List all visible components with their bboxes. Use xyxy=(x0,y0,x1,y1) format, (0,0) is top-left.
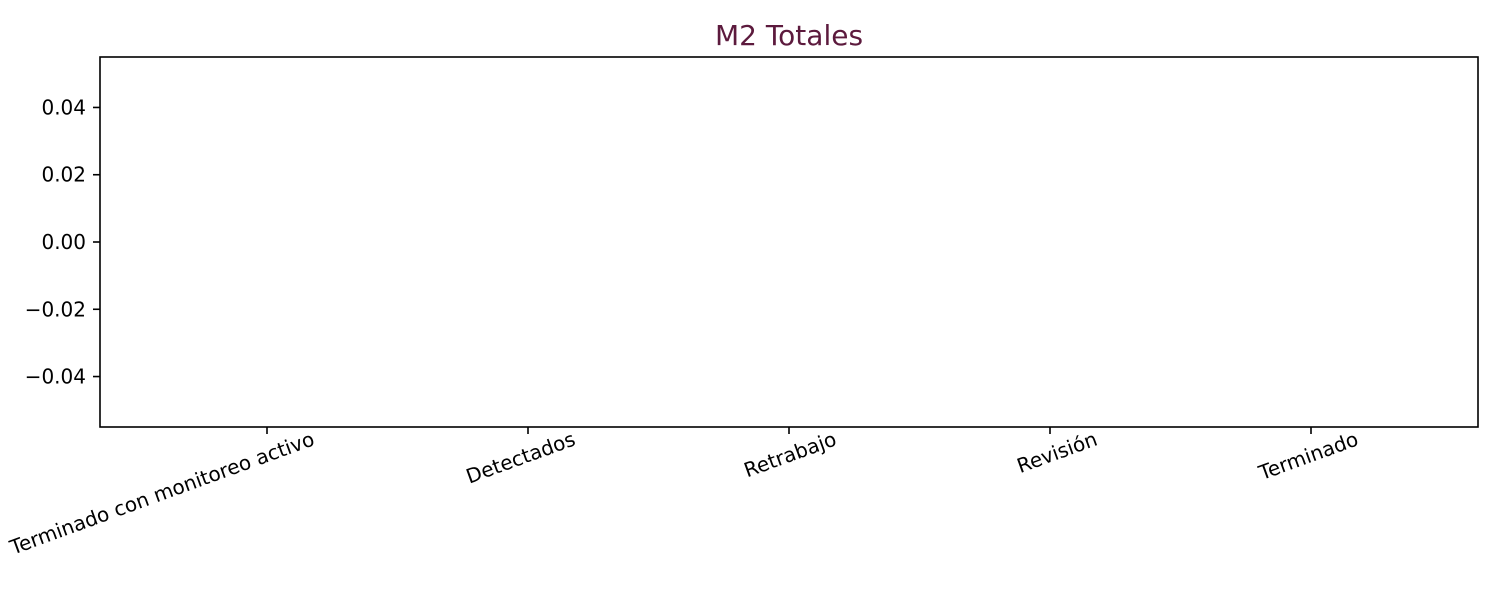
x-axis: Terminado con monitoreo activo Detectados… xyxy=(6,427,1362,560)
chart-title: M2 Totales xyxy=(715,19,863,52)
x-tick-label: Revisión xyxy=(1014,427,1101,478)
x-tick-label: Terminado con monitoreo activo xyxy=(6,427,318,560)
plot-area-frame xyxy=(99,56,1479,428)
y-axis: 0.04 0.02 0.00 −0.02 −0.04 xyxy=(25,95,100,389)
x-tick-label: Terminado xyxy=(1255,427,1362,485)
x-tick-label: Detectados xyxy=(463,427,579,489)
x-tick-label: Retrabajo xyxy=(741,427,840,483)
y-tick-label: −0.02 xyxy=(25,297,86,321)
y-tick-label: 0.04 xyxy=(41,95,86,119)
y-tick-label: −0.04 xyxy=(25,365,86,389)
y-tick-label: 0.00 xyxy=(41,230,86,254)
y-tick-label: 0.02 xyxy=(41,163,86,187)
